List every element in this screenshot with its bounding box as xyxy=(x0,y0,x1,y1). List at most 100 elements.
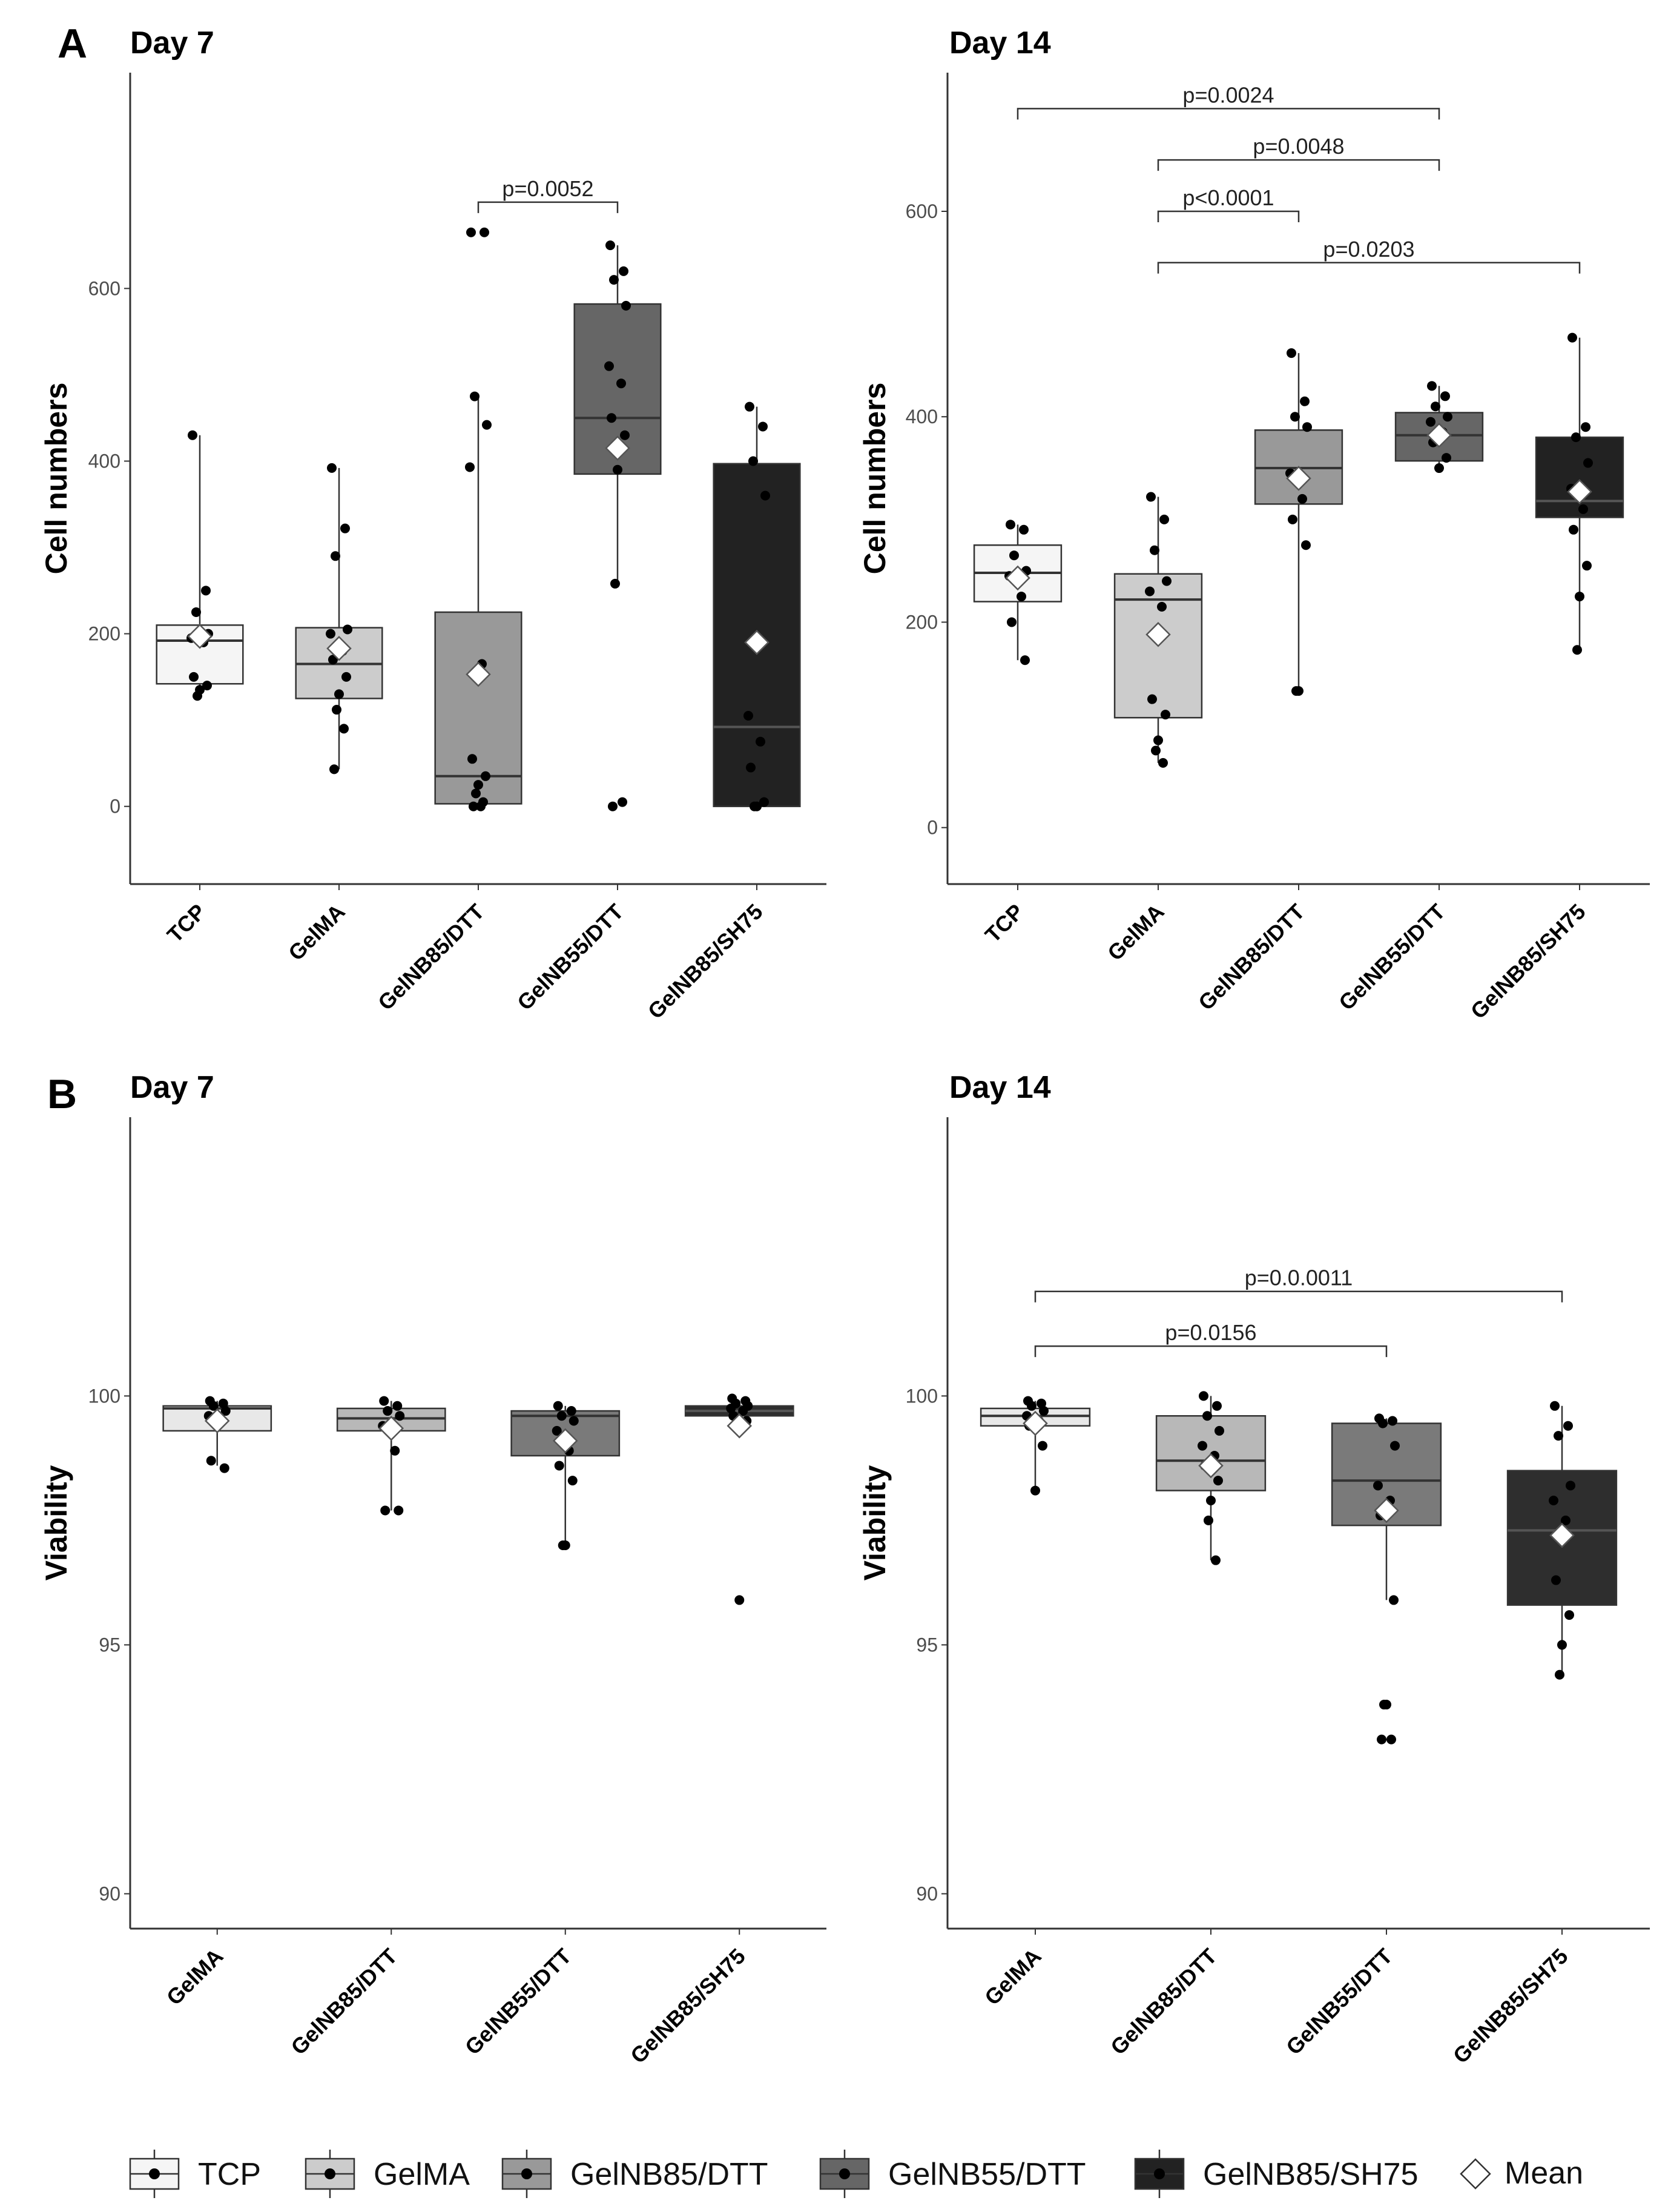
data-point xyxy=(1211,1555,1221,1565)
data-point xyxy=(1150,545,1159,555)
bracket-line xyxy=(1034,1345,1388,1358)
data-point xyxy=(473,780,483,790)
data-point xyxy=(327,463,337,473)
y-axis-label: Viability xyxy=(858,1465,892,1580)
mean-marker xyxy=(1023,1410,1048,1436)
data-point xyxy=(339,724,349,734)
legend-point xyxy=(149,2168,160,2179)
legend-point xyxy=(521,2168,532,2179)
data-point xyxy=(480,227,489,237)
x-tick-label-gelnb55-dtt: GelNB55/DTT xyxy=(512,899,628,1015)
data-point xyxy=(613,464,622,475)
legend-point xyxy=(1154,2168,1165,2179)
data-point xyxy=(1162,576,1172,586)
data-point xyxy=(1147,694,1157,704)
data-point xyxy=(1581,422,1590,432)
x-tick-label-gelma: GelMA xyxy=(1102,899,1169,966)
data-point xyxy=(1206,1496,1216,1506)
data-point xyxy=(1212,1401,1222,1411)
data-point xyxy=(1030,1485,1040,1496)
data-point xyxy=(1161,710,1170,720)
box-gelnb55-dtt xyxy=(510,1405,621,1545)
data-point xyxy=(383,1406,393,1416)
data-point xyxy=(1198,1441,1207,1451)
y-tick-label-200: 200 xyxy=(88,623,120,645)
data-point xyxy=(189,672,199,682)
data-point xyxy=(619,266,628,276)
legend-label: Mean xyxy=(1505,2156,1583,2191)
data-point xyxy=(1561,1515,1570,1525)
data-point xyxy=(552,1425,562,1436)
data-point xyxy=(1551,1575,1561,1585)
panel-b-day-7: Day 7 Viability 90 95 100 GelMA GelNB85/DTT Gel… xyxy=(39,1070,826,2068)
bracket-line xyxy=(1157,159,1440,171)
data-point xyxy=(467,754,477,764)
x-tick-label-gelnb55-dtt: GelNB55/DTT xyxy=(460,1944,576,2060)
legend: TCP GelMA GelNB85/DTT GelNB55/DTT GelNB85/SH… xyxy=(129,2150,1583,2198)
data-point xyxy=(726,1403,736,1413)
data-point xyxy=(1215,1425,1224,1436)
data-point xyxy=(1017,592,1026,602)
box-gelnb85-dtt xyxy=(1254,353,1343,692)
significance-bracket: p=0.0052 xyxy=(477,176,619,213)
data-point xyxy=(1555,1669,1564,1680)
mean-marker xyxy=(1567,479,1592,504)
data-point xyxy=(380,1505,391,1516)
data-point xyxy=(1554,1431,1563,1441)
data-point xyxy=(1388,1416,1397,1426)
legend-item-tcp: TCP xyxy=(129,2150,261,2198)
data-point xyxy=(394,1505,404,1516)
data-point xyxy=(1569,524,1578,535)
data-point xyxy=(1146,492,1156,502)
chart-title: Day 7 xyxy=(130,25,214,61)
data-point xyxy=(1557,1640,1567,1650)
data-point xyxy=(1301,540,1311,550)
y-tick-label-95: 95 xyxy=(916,1634,938,1656)
data-point xyxy=(1582,561,1592,571)
data-point xyxy=(734,1595,745,1605)
data-point xyxy=(1377,1734,1386,1745)
legend-point xyxy=(325,2168,335,2179)
mean-marker xyxy=(744,630,770,655)
data-point xyxy=(1006,520,1015,530)
legend-item-gelnb55-dtt: GelNB55/DTT xyxy=(819,2150,1086,2198)
p-value-label: p=0.0024 xyxy=(1182,82,1274,107)
data-point xyxy=(760,490,770,501)
data-point xyxy=(607,413,616,423)
data-point xyxy=(208,1401,219,1411)
x-tick-label-gelnb85-dtt: GelNB85/DTT xyxy=(286,1944,402,2060)
legend-item-gelnb85-sh75: GelNB85/SH75 xyxy=(1134,2150,1419,2198)
bracket-line xyxy=(1157,210,1300,222)
significance-bracket: p=0.0.0011 xyxy=(1034,1266,1563,1302)
p-value-label: p<0.0001 xyxy=(1182,185,1274,210)
data-point xyxy=(554,1461,564,1471)
y-axis-label: Cell numbers xyxy=(858,383,892,575)
data-point xyxy=(1378,1418,1388,1428)
data-point xyxy=(1037,1398,1046,1408)
data-point xyxy=(1290,412,1300,422)
x-tick-label-tcp: TCP xyxy=(162,899,211,948)
significance-bracket: p=0.0048 xyxy=(1157,134,1440,171)
x-tick-label-gelma: GelMA xyxy=(162,1944,228,2010)
data-point xyxy=(1159,514,1169,524)
data-point xyxy=(1151,745,1161,756)
data-point xyxy=(1039,1406,1049,1416)
data-point xyxy=(220,1406,231,1416)
mean-marker xyxy=(1426,422,1452,448)
legend-item-mean: Mean xyxy=(1460,2156,1583,2191)
data-point xyxy=(1571,432,1581,443)
mean-marker xyxy=(1005,565,1030,591)
x-tick-label-gelnb55-dtt: GelNB55/DTT xyxy=(1334,899,1450,1015)
plots: Day 7 Cell numbers 0 200 400 600 TCP GelMA GelNB… xyxy=(39,25,1650,2068)
box-gelnb85-dtt xyxy=(434,396,522,807)
chart-title: Day 14 xyxy=(949,1070,1051,1105)
chart-title: Day 7 xyxy=(130,1070,214,1105)
y-tick-label-90: 90 xyxy=(99,1883,120,1904)
x-tick-label-gelnb55-dtt: GelNB55/DTT xyxy=(1281,1944,1397,2060)
data-point xyxy=(219,1463,229,1473)
data-point xyxy=(191,607,201,617)
panel-a-day-7: Day 7 Cell numbers 0 200 400 600 TCP GelMA GelNB… xyxy=(39,25,826,1024)
data-point xyxy=(620,430,630,440)
data-point xyxy=(1575,592,1584,602)
